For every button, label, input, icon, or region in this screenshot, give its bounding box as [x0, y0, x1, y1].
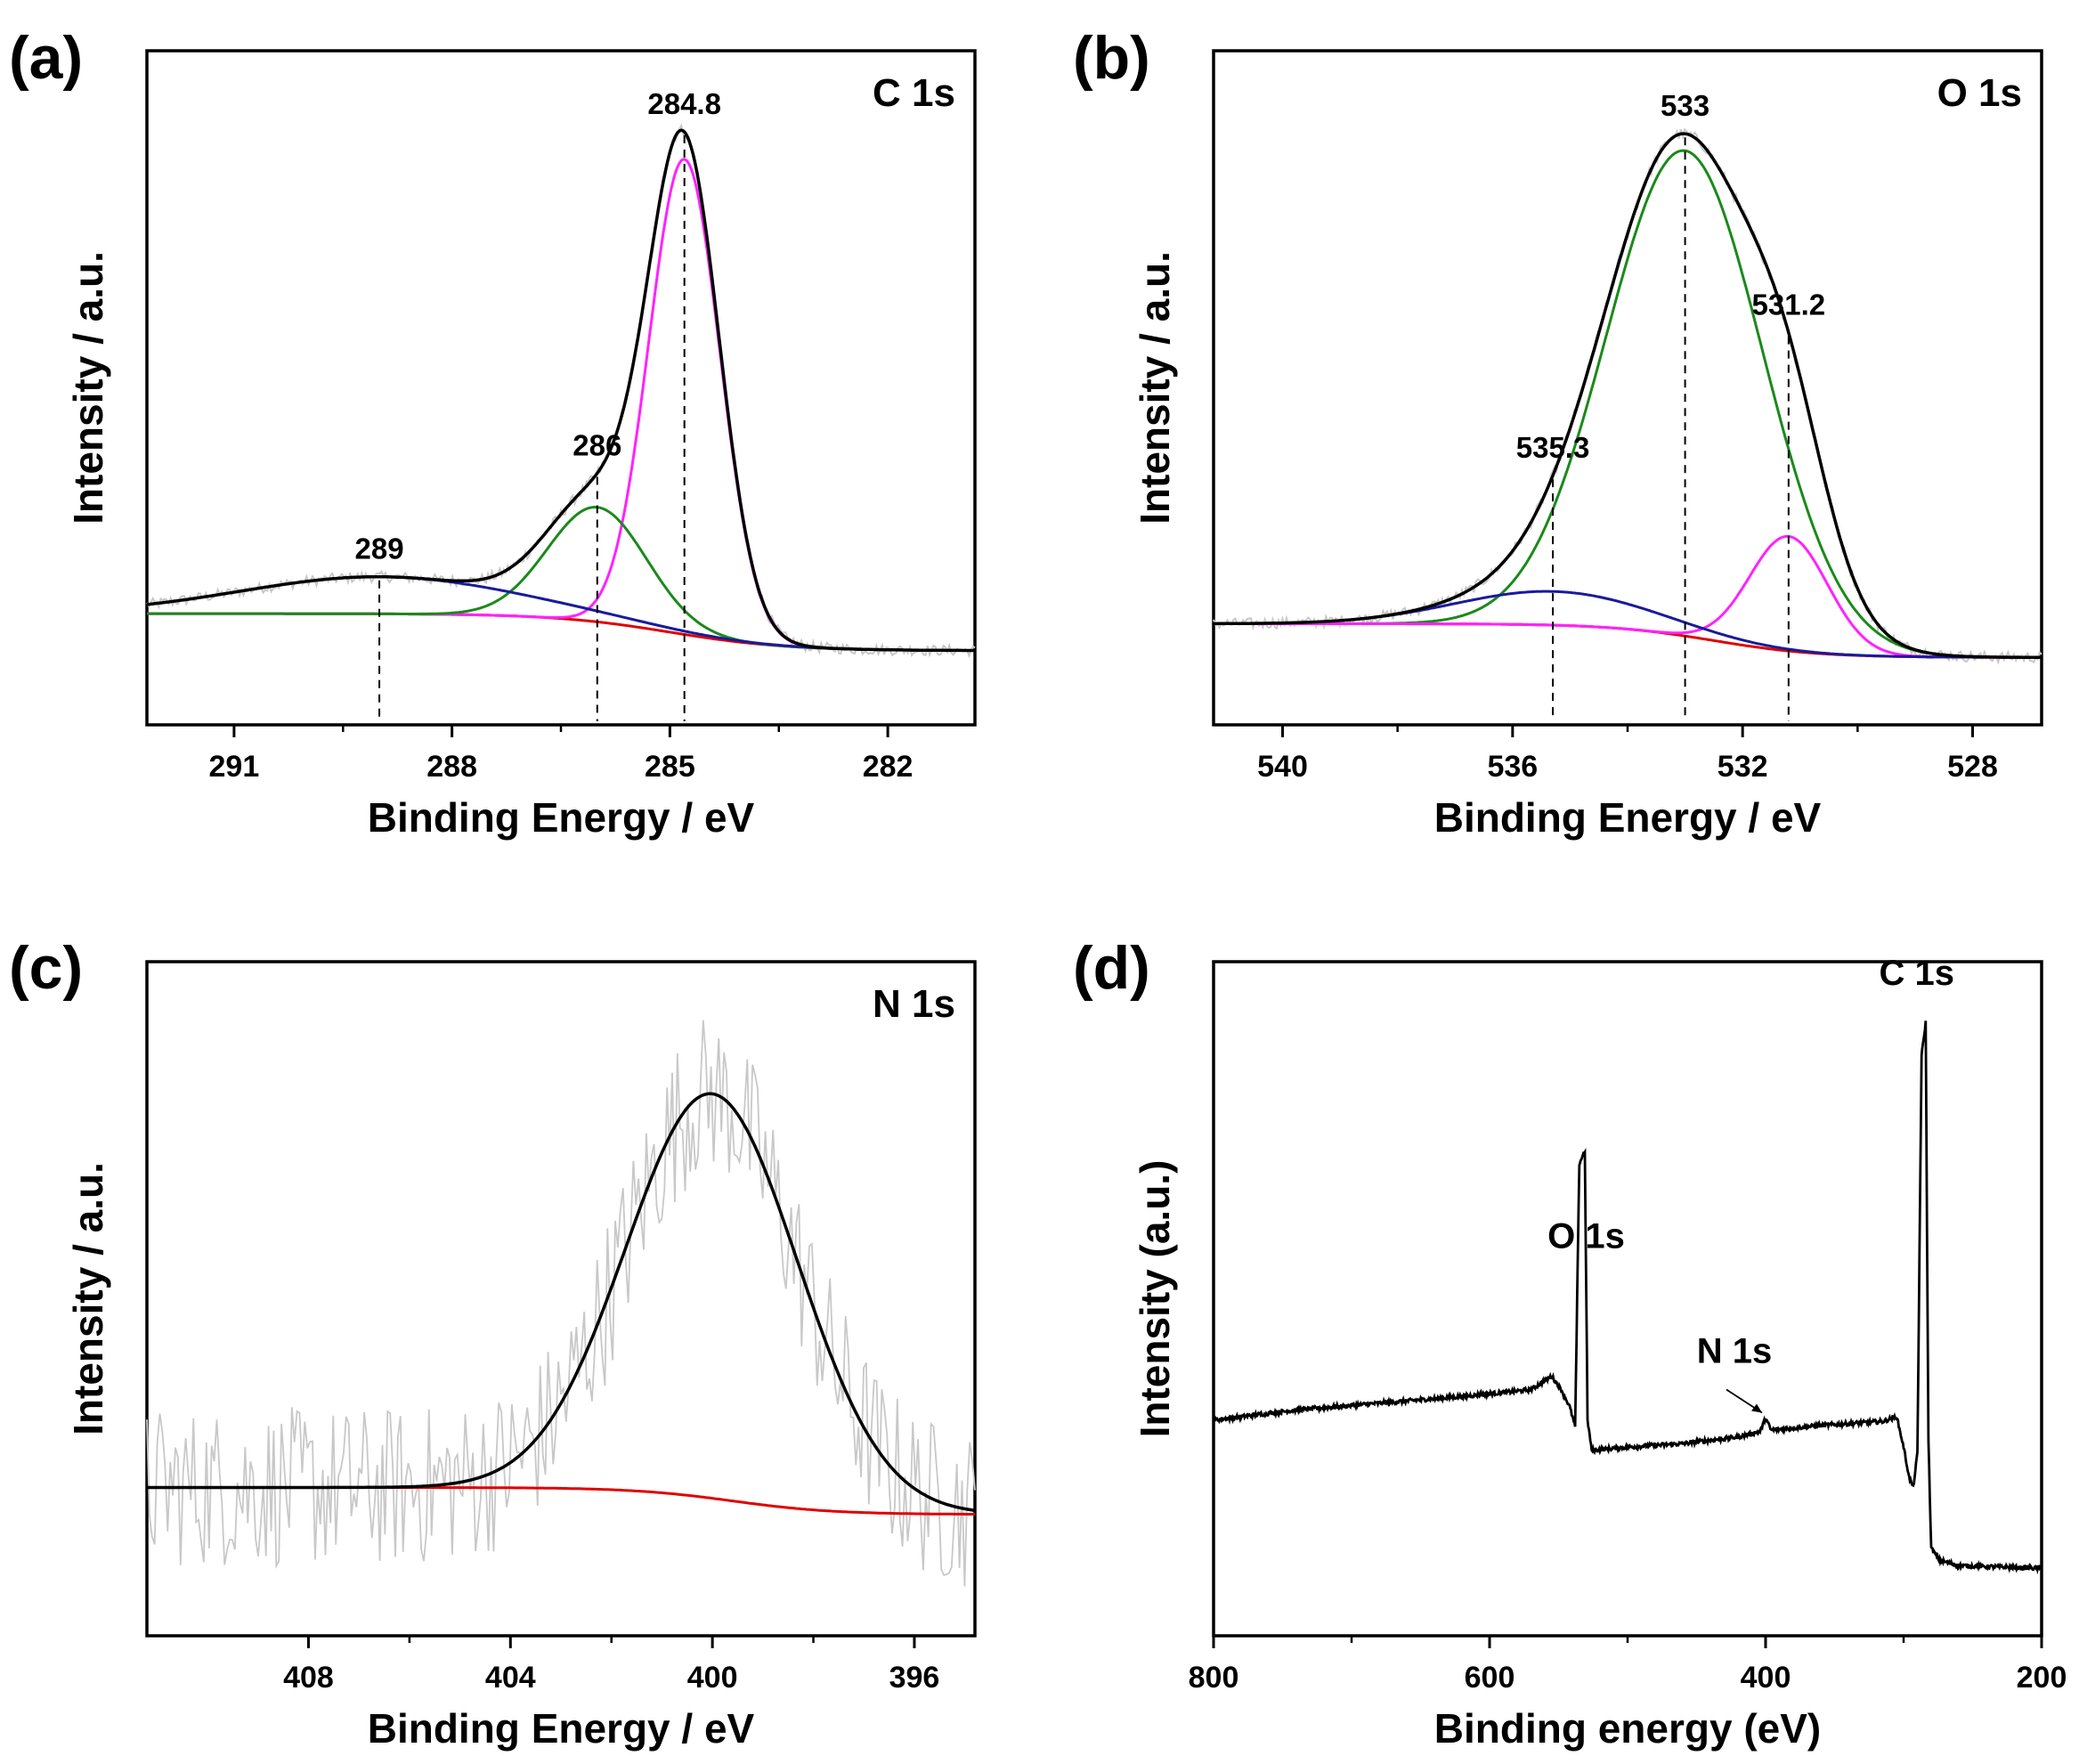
x-axis-title: Binding energy (eV) — [1434, 1705, 1821, 1752]
x-axis-title: Binding Energy / eV — [368, 1705, 755, 1752]
x-tick-label: 396 — [889, 1661, 940, 1695]
peak-label: 289 — [355, 532, 404, 565]
spectrum-title: N 1s — [873, 982, 955, 1026]
panel-label: (d) — [1073, 934, 1150, 1002]
x-tick-label: 200 — [2017, 1661, 2067, 1695]
n1s-arrow-head — [1751, 1403, 1762, 1413]
y-axis-title: Intensity / a.u. — [65, 251, 111, 524]
x-tick-label: 288 — [426, 750, 477, 784]
x-tick-label: 600 — [1465, 1661, 1515, 1695]
peak-label: 284.8 — [647, 87, 721, 120]
x-tick-label: 404 — [485, 1661, 536, 1695]
panel-label: (c) — [9, 934, 83, 1002]
component-2-line — [147, 505, 975, 652]
x-tick-label: 800 — [1189, 1661, 1239, 1695]
plot-frame — [145, 49, 977, 727]
x-tick-label: 400 — [687, 1661, 738, 1695]
panel-a: (a) 291 288 285 282 Binding Energy / eV Intens… — [9, 24, 977, 841]
survey-peak-label: C 1s — [1880, 954, 1955, 993]
background-line — [147, 612, 975, 652]
envelope-line — [1214, 132, 2042, 659]
component-2-line — [1214, 534, 2042, 659]
y-axis-title: Intensity / a.u. — [65, 1162, 111, 1435]
peak-label: 533 — [1661, 89, 1709, 122]
panel-label: (a) — [9, 24, 83, 92]
spectrum-title: O 1s — [1937, 71, 2022, 115]
peak-label: 531.2 — [1752, 289, 1826, 321]
survey-peak-label: O 1s — [1547, 1216, 1625, 1256]
raw-data-line — [146, 123, 976, 659]
x-tick-label: 282 — [863, 750, 914, 784]
x-tick-label: 291 — [209, 750, 260, 784]
x-tick-label: 408 — [283, 1661, 334, 1695]
raw-data-line — [146, 1020, 976, 1587]
panel-label: (b) — [1073, 24, 1150, 92]
raw-data-line — [1213, 127, 2042, 665]
panel-d: (d) 800 600 400 200 Binding energy (eV) Intens… — [1073, 934, 2067, 1752]
peak-label: 535.3 — [1516, 431, 1590, 464]
x-tick-label: 285 — [645, 750, 695, 784]
survey-spectrum-line — [1212, 1020, 2043, 1575]
x-tick-label: 528 — [1947, 750, 1998, 784]
y-axis-title: Intensity / a.u. — [1132, 251, 1178, 524]
x-tick-label: 400 — [1741, 1661, 1791, 1695]
plot-frame — [145, 960, 977, 1638]
x-tick-label: 532 — [1718, 750, 1768, 784]
x-axis-title: Binding Energy / eV — [1434, 794, 1822, 841]
envelope-line — [146, 128, 975, 653]
panel-b: (b) 540 536 532 528 Binding Energy / eV Intens… — [1073, 24, 2043, 841]
plot-frame — [1212, 960, 2043, 1638]
y-axis-title: Intensity (a.u.) — [1132, 1160, 1178, 1438]
spectrum-title: C 1s — [873, 71, 955, 115]
x-tick-label: 540 — [1257, 750, 1308, 784]
panel-c: (c) 408 404 400 396 Binding Energy / eV Intens… — [9, 934, 977, 1752]
envelope-line — [147, 1092, 976, 1513]
x-tick-label: 536 — [1487, 750, 1538, 784]
component-1-line — [147, 158, 975, 652]
component-1-line — [1214, 149, 2042, 659]
x-axis-title: Binding Energy / eV — [368, 794, 755, 841]
survey-peak-label: N 1s — [1697, 1331, 1773, 1370]
peak-label: 286 — [573, 428, 621, 461]
